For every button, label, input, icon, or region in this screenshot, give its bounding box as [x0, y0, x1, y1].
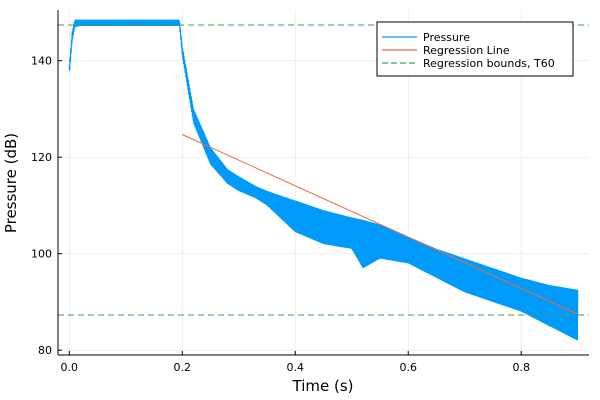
y-axis-ticks: 80 100 120 140: [31, 55, 62, 357]
series-pressure: [68, 19, 579, 341]
y-tick-label: 80: [38, 344, 52, 357]
legend: Pressure Regression Line Regression boun…: [376, 21, 574, 77]
y-tick-label: 140: [31, 55, 52, 68]
legend-label-regression-line: Regression Line: [423, 44, 510, 57]
x-tick-label: 0.6: [399, 361, 417, 374]
x-axis-ticks: 0.0 0.2 0.4 0.6 0.8: [61, 351, 530, 374]
x-tick-label: 0.0: [61, 361, 79, 374]
legend-label-pressure: Pressure: [423, 31, 470, 44]
y-axis-label: Pressure (dB): [2, 133, 20, 233]
x-tick-label: 0.8: [512, 361, 530, 374]
x-tick-label: 0.2: [174, 361, 192, 374]
x-axis-label: Time (s): [292, 377, 354, 395]
series-regression-line: [182, 134, 578, 315]
y-tick-label: 120: [31, 151, 52, 164]
x-tick-label: 0.4: [287, 361, 305, 374]
y-tick-label: 100: [31, 248, 52, 261]
legend-label-regression-bounds: Regression bounds, T60: [423, 57, 555, 70]
axes-frame: [57, 10, 589, 356]
legend-box: [376, 21, 574, 77]
